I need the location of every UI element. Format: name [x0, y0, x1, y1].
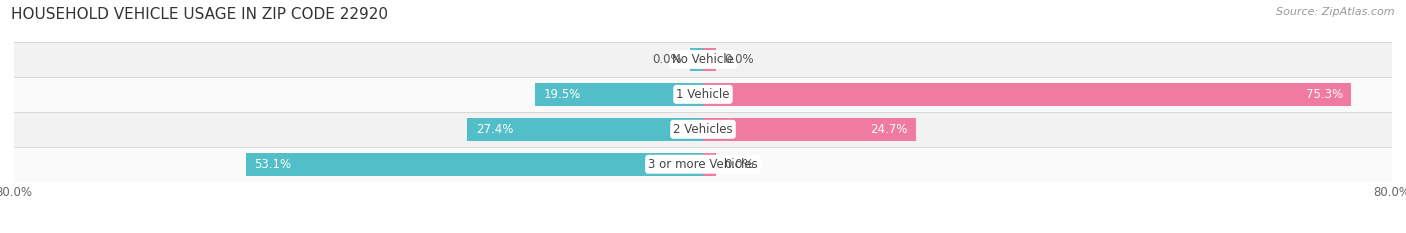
- Text: 24.7%: 24.7%: [870, 123, 907, 136]
- Bar: [14, 112, 1392, 147]
- Bar: [536, 83, 703, 106]
- Bar: [703, 48, 716, 71]
- Bar: [703, 83, 1351, 106]
- Text: 1 Vehicle: 1 Vehicle: [676, 88, 730, 101]
- Bar: [14, 42, 1392, 77]
- Text: 53.1%: 53.1%: [254, 158, 291, 171]
- Text: 75.3%: 75.3%: [1306, 88, 1343, 101]
- Bar: [703, 118, 915, 141]
- Text: 19.5%: 19.5%: [544, 88, 581, 101]
- Text: 27.4%: 27.4%: [475, 123, 513, 136]
- Text: 0.0%: 0.0%: [724, 53, 754, 66]
- Text: No Vehicle: No Vehicle: [672, 53, 734, 66]
- Bar: [14, 147, 1392, 182]
- Bar: [467, 118, 703, 141]
- Text: 3 or more Vehicles: 3 or more Vehicles: [648, 158, 758, 171]
- Bar: [246, 153, 703, 176]
- Bar: [690, 48, 703, 71]
- Bar: [14, 77, 1392, 112]
- Text: HOUSEHOLD VEHICLE USAGE IN ZIP CODE 22920: HOUSEHOLD VEHICLE USAGE IN ZIP CODE 2292…: [11, 7, 388, 22]
- Bar: [703, 153, 716, 176]
- Text: 0.0%: 0.0%: [652, 53, 682, 66]
- Text: Source: ZipAtlas.com: Source: ZipAtlas.com: [1277, 7, 1395, 17]
- Text: 2 Vehicles: 2 Vehicles: [673, 123, 733, 136]
- Text: 0.0%: 0.0%: [724, 158, 754, 171]
